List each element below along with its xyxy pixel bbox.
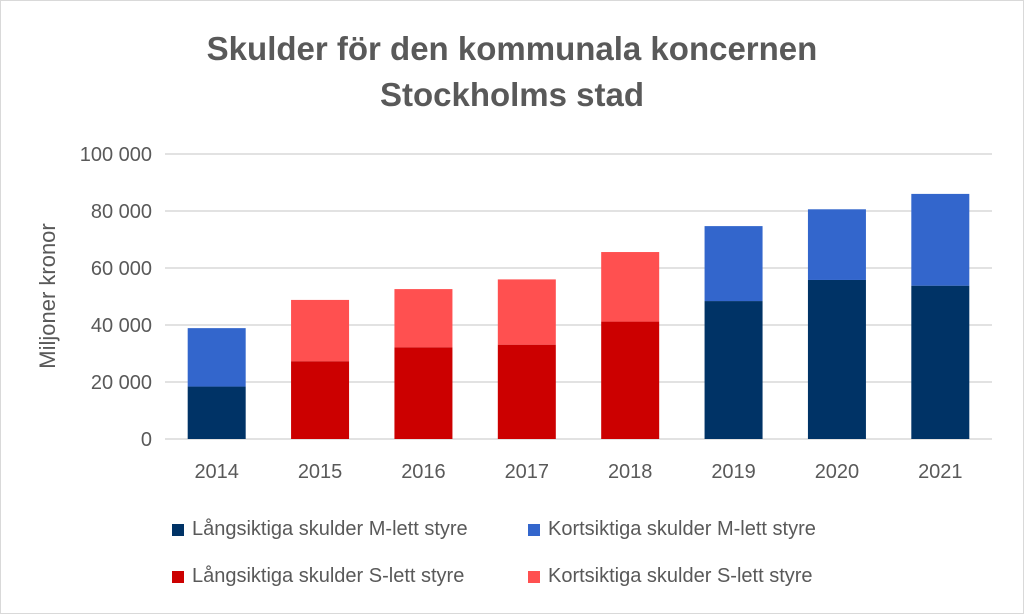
bar-segment-2017-s3: [497, 279, 556, 345]
legend-swatch: [172, 523, 184, 536]
x-tick-label: 2016: [401, 461, 446, 483]
legend-item-m-long: Långsiktiga skulder M-lett styre: [172, 518, 528, 541]
bar-segment-2020-s1: [807, 209, 866, 280]
x-tick-label: 2018: [608, 461, 653, 483]
legend-label: Långsiktiga skulder M-lett styre: [192, 518, 468, 540]
legend-item-s-long: Långsiktiga skulder S-lett styre: [172, 565, 528, 588]
chart-title-line-1: Skulder för den kommunala koncernen: [206, 30, 818, 67]
legend-swatch: [528, 523, 540, 536]
legend-item-s-short: Kortsiktiga skulder S-lett styre: [528, 565, 813, 588]
bar-segment-2021-s1: [911, 193, 970, 286]
legend-item-m-short: Kortsiktiga skulder M-lett styre: [528, 518, 816, 541]
y-tick-label: 80 000: [91, 201, 152, 223]
bar-segment-2016-s3: [394, 289, 453, 348]
y-tick-label: 60 000: [91, 258, 152, 280]
legend-label: Kortsiktiga skulder S-lett styre: [548, 565, 813, 587]
y-tick-label: 0: [141, 429, 152, 451]
bar-segment-2016-s2: [394, 347, 453, 439]
bar-segment-2019-s0: [704, 301, 763, 439]
x-tick-label: 2014: [194, 461, 239, 483]
bar-segment-2014-s1: [187, 328, 246, 387]
x-tick-label: 2020: [815, 461, 860, 483]
legend-swatch: [528, 570, 540, 583]
bar-segment-2020-s0: [807, 279, 866, 439]
legend-label: Långsiktiga skulder S-lett styre: [192, 565, 465, 587]
x-tick-label: 2019: [711, 461, 756, 483]
bar-segment-2015-s2: [291, 361, 350, 439]
bar-segment-2014-s0: [187, 386, 246, 439]
legend-swatch: [172, 570, 184, 583]
chart-title: Skulder för den kommunala koncernen Stoc…: [0, 26, 1024, 118]
x-tick-label: 2021: [918, 461, 963, 483]
y-tick-label: 20 000: [91, 372, 152, 394]
legend-row-2: Långsiktiga skulder S-lett styre Kortsik…: [172, 565, 813, 588]
legend-row-1: Långsiktiga skulder M-lett styre Kortsik…: [172, 518, 816, 541]
bar-segment-2018-s3: [601, 252, 660, 322]
bar-segment-2017-s2: [497, 344, 556, 439]
x-tick-label: 2017: [505, 461, 550, 483]
bar-segment-2019-s1: [704, 226, 763, 302]
bar-segment-2015-s3: [291, 299, 350, 362]
y-tick-label: 100 000: [80, 144, 152, 166]
bar-segment-2021-s0: [911, 285, 970, 439]
legend-label: Kortsiktiga skulder M-lett styre: [548, 518, 816, 540]
x-tick-label: 2015: [298, 461, 343, 483]
y-tick-label: 40 000: [91, 315, 152, 337]
bar-segment-2018-s2: [601, 321, 660, 439]
chart-title-line-2: Stockholms stad: [379, 76, 645, 113]
